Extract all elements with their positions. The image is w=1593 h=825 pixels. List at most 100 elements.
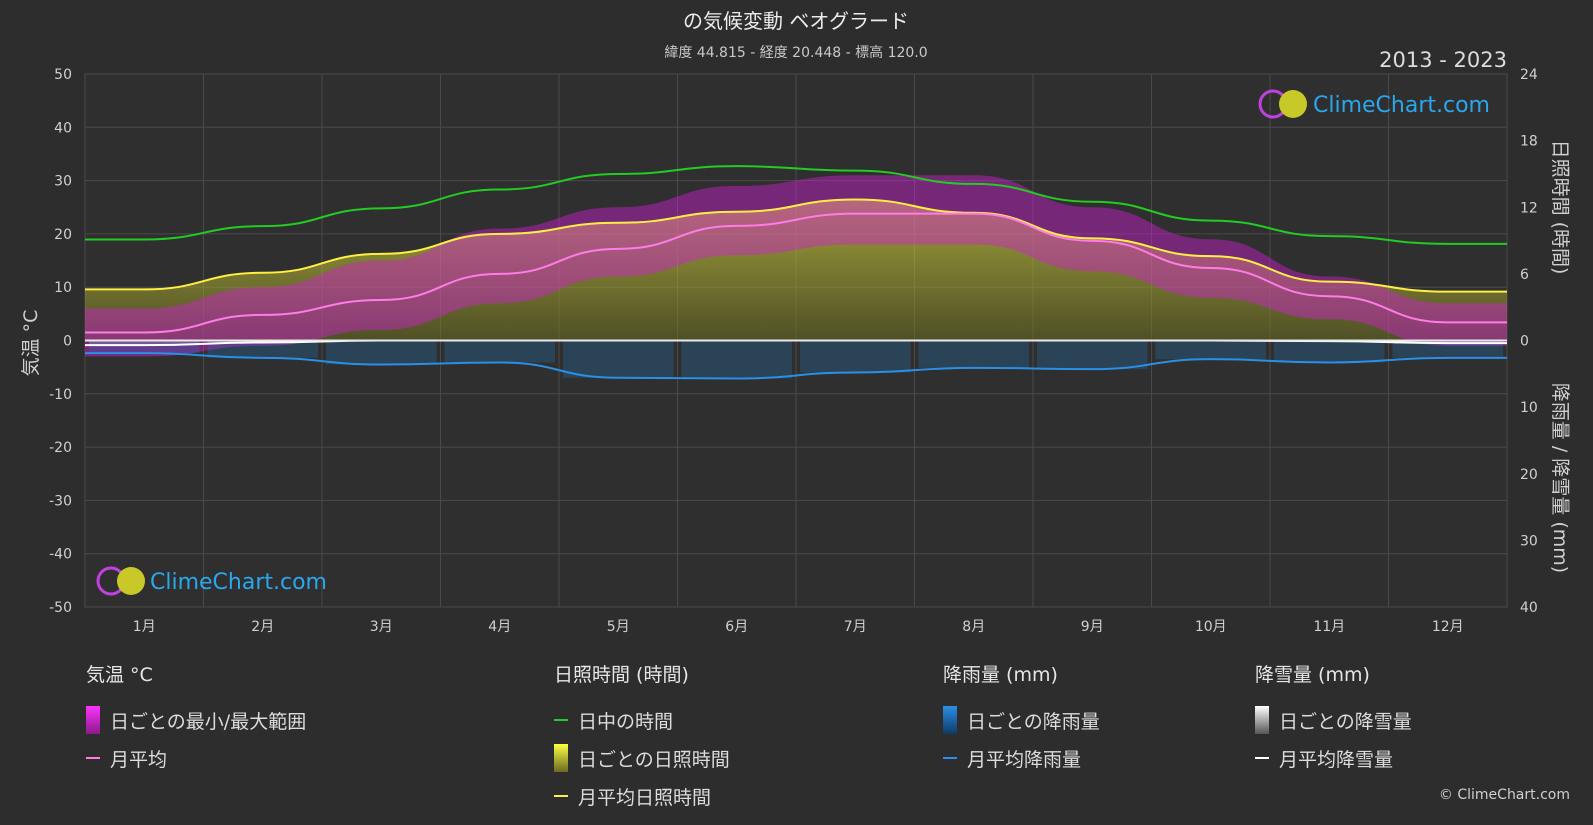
legend-label: 月平均 — [110, 748, 168, 771]
rain-bar — [681, 340, 792, 379]
left-tick-label: -40 — [49, 547, 72, 563]
sunshine-area — [85, 199, 1507, 341]
brand-logo-top: ClimeChart.com — [1258, 89, 1490, 119]
rain-bar — [1037, 340, 1148, 370]
chart-title: の気候変動 ベオグラード — [683, 9, 909, 33]
month-tick-label: 8月 — [962, 619, 985, 635]
logo-sun-icon — [117, 567, 145, 595]
legend-label: 日ごとの最小/最大範囲 — [110, 710, 307, 733]
legend-item: 月平均 — [86, 739, 306, 777]
rain-bar — [444, 340, 555, 363]
rain-bar — [1392, 340, 1503, 358]
temperature-range-area — [85, 175, 1507, 357]
left-tick-label: 50 — [54, 67, 72, 83]
legend-heading: 日照時間 (時間) — [554, 664, 689, 686]
sunshine-avg-line — [85, 198, 1507, 293]
series-lines — [84, 165, 1507, 380]
right-top-tick-label: 24 — [1520, 67, 1538, 83]
right-bottom-tick-label: 40 — [1520, 600, 1538, 616]
daylight-swatch — [554, 719, 568, 721]
rain-bar — [326, 340, 437, 365]
legend-label: 日ごとの日照時間 — [578, 748, 730, 771]
month-tick-label: 11月 — [1313, 619, 1345, 635]
legend-heading: 降雪量 (mm) — [1255, 664, 1370, 686]
legend-item: 日ごとの日照時間 — [554, 739, 730, 777]
temp-avg-line — [84, 212, 1507, 334]
chart-subtitle: 緯度 44.815 - 経度 20.448 - 標高 120.0 — [664, 44, 927, 61]
left-tick-label: 20 — [54, 227, 72, 243]
right-bottom-tick-label: 30 — [1520, 533, 1538, 549]
brand-name-bottom: ClimeChart.com — [150, 570, 327, 595]
month-tick-label: 10月 — [1195, 619, 1227, 635]
legend-sunshine: 日照時間 (時間) 日中の時間 日ごとの日照時間 月平均日照時間 — [554, 660, 730, 815]
temp-range-band — [85, 175, 1507, 357]
legend-label: 日ごとの降雪量 — [1279, 710, 1412, 733]
month-tick-label: 7月 — [844, 619, 867, 635]
right-bottom-tick-label: 20 — [1520, 467, 1538, 483]
right-top-tick-label: 6 — [1520, 267, 1529, 283]
month-tick-label: 2月 — [251, 619, 274, 635]
legend-snow: 降雪量 (mm) 日ごとの降雪量 月平均降雪量 — [1255, 660, 1412, 777]
rain-bar — [207, 340, 318, 358]
legend-label: 日中の時間 — [578, 710, 674, 733]
rain-avg-swatch — [943, 757, 957, 759]
month-tick-label: 6月 — [725, 619, 748, 635]
legend-label: 月平均日照時間 — [578, 786, 712, 809]
axes: 50 40 30 20 10 0 -10 -20 -30 -40 -50 24 18 12 6 0 10 20 30… — [49, 67, 1538, 635]
snow-bar — [1392, 340, 1503, 344]
period-label: 2013 - 2023 — [1379, 48, 1507, 72]
legend-item: 日ごとの降雨量 — [943, 701, 1100, 739]
rain-bar — [800, 340, 911, 373]
month-tick-label: 3月 — [370, 619, 393, 635]
right-bottom-tick-label: 10 — [1520, 400, 1538, 416]
copyright: © ClimeChart.com — [1438, 787, 1570, 803]
month-tick-label: 9月 — [1081, 619, 1104, 635]
rain-bar — [918, 340, 1029, 368]
rain-bars — [89, 340, 1503, 379]
left-tick-label: 10 — [54, 280, 72, 296]
temp-avg-swatch — [86, 757, 100, 759]
snow-bar — [89, 340, 200, 346]
legend-label: 日ごとの降雨量 — [967, 710, 1100, 733]
legend-item: 日中の時間 — [554, 701, 730, 739]
legend-temperature: 気温 °C 日ごとの最小/最大範囲 月平均 — [86, 660, 306, 777]
sunshine-swatch — [554, 744, 568, 772]
legend-item: 日ごとの最小/最大範囲 — [86, 701, 306, 739]
left-tick-label: -10 — [49, 387, 72, 403]
legend-item: 月平均日照時間 — [554, 777, 730, 815]
left-tick-label: 30 — [54, 174, 72, 190]
brand-logo-bottom: ClimeChart.com — [96, 566, 327, 596]
month-tick-label: 1月 — [133, 619, 156, 635]
temp-range-swatch — [86, 706, 100, 734]
left-axis-label: 気温 °C — [20, 310, 42, 377]
rain-bar — [563, 340, 674, 378]
brand-name-top: ClimeChart.com — [1313, 93, 1490, 118]
month-tick-label: 5月 — [607, 619, 630, 635]
month-tick-label: 4月 — [488, 619, 511, 635]
sunshine-avg-swatch — [554, 795, 568, 797]
right-top-tick-label: 18 — [1520, 134, 1538, 150]
sunshine-fill — [85, 199, 1507, 341]
legend-item: 月平均降雪量 — [1255, 739, 1412, 777]
rain-swatch — [943, 706, 957, 734]
climate-chart: 50 40 30 20 10 0 -10 -20 -30 -40 -50 24 18 12 6 0 10 20 30… — [20, 9, 1571, 635]
legend-heading: 気温 °C — [86, 664, 153, 686]
month-tick-label: 12月 — [1432, 619, 1464, 635]
rain-bar — [1155, 340, 1266, 360]
rain-bar — [89, 340, 200, 354]
legend-rain: 降雨量 (mm) 日ごとの降雨量 月平均降雨量 — [943, 660, 1100, 777]
legend-heading: 降雨量 (mm) — [943, 664, 1058, 686]
left-tick-label: -30 — [49, 493, 72, 509]
left-tick-label: 0 — [63, 334, 72, 350]
logo-sun-icon — [1279, 90, 1307, 118]
legend-label: 月平均降雨量 — [967, 748, 1082, 771]
left-tick-label: -50 — [49, 600, 72, 616]
left-tick-label: 40 — [54, 120, 72, 136]
right-top-tick-label: 0 — [1520, 334, 1529, 350]
right-axis-bottom-label: 降雨量 / 降雪量 (mm) — [1549, 383, 1571, 573]
left-tick-label: -20 — [49, 440, 72, 456]
legend-label: 月平均降雪量 — [1279, 748, 1394, 771]
snow-avg-swatch — [1255, 757, 1269, 759]
right-axis-top-label: 日照時間 (時間) — [1549, 140, 1571, 275]
